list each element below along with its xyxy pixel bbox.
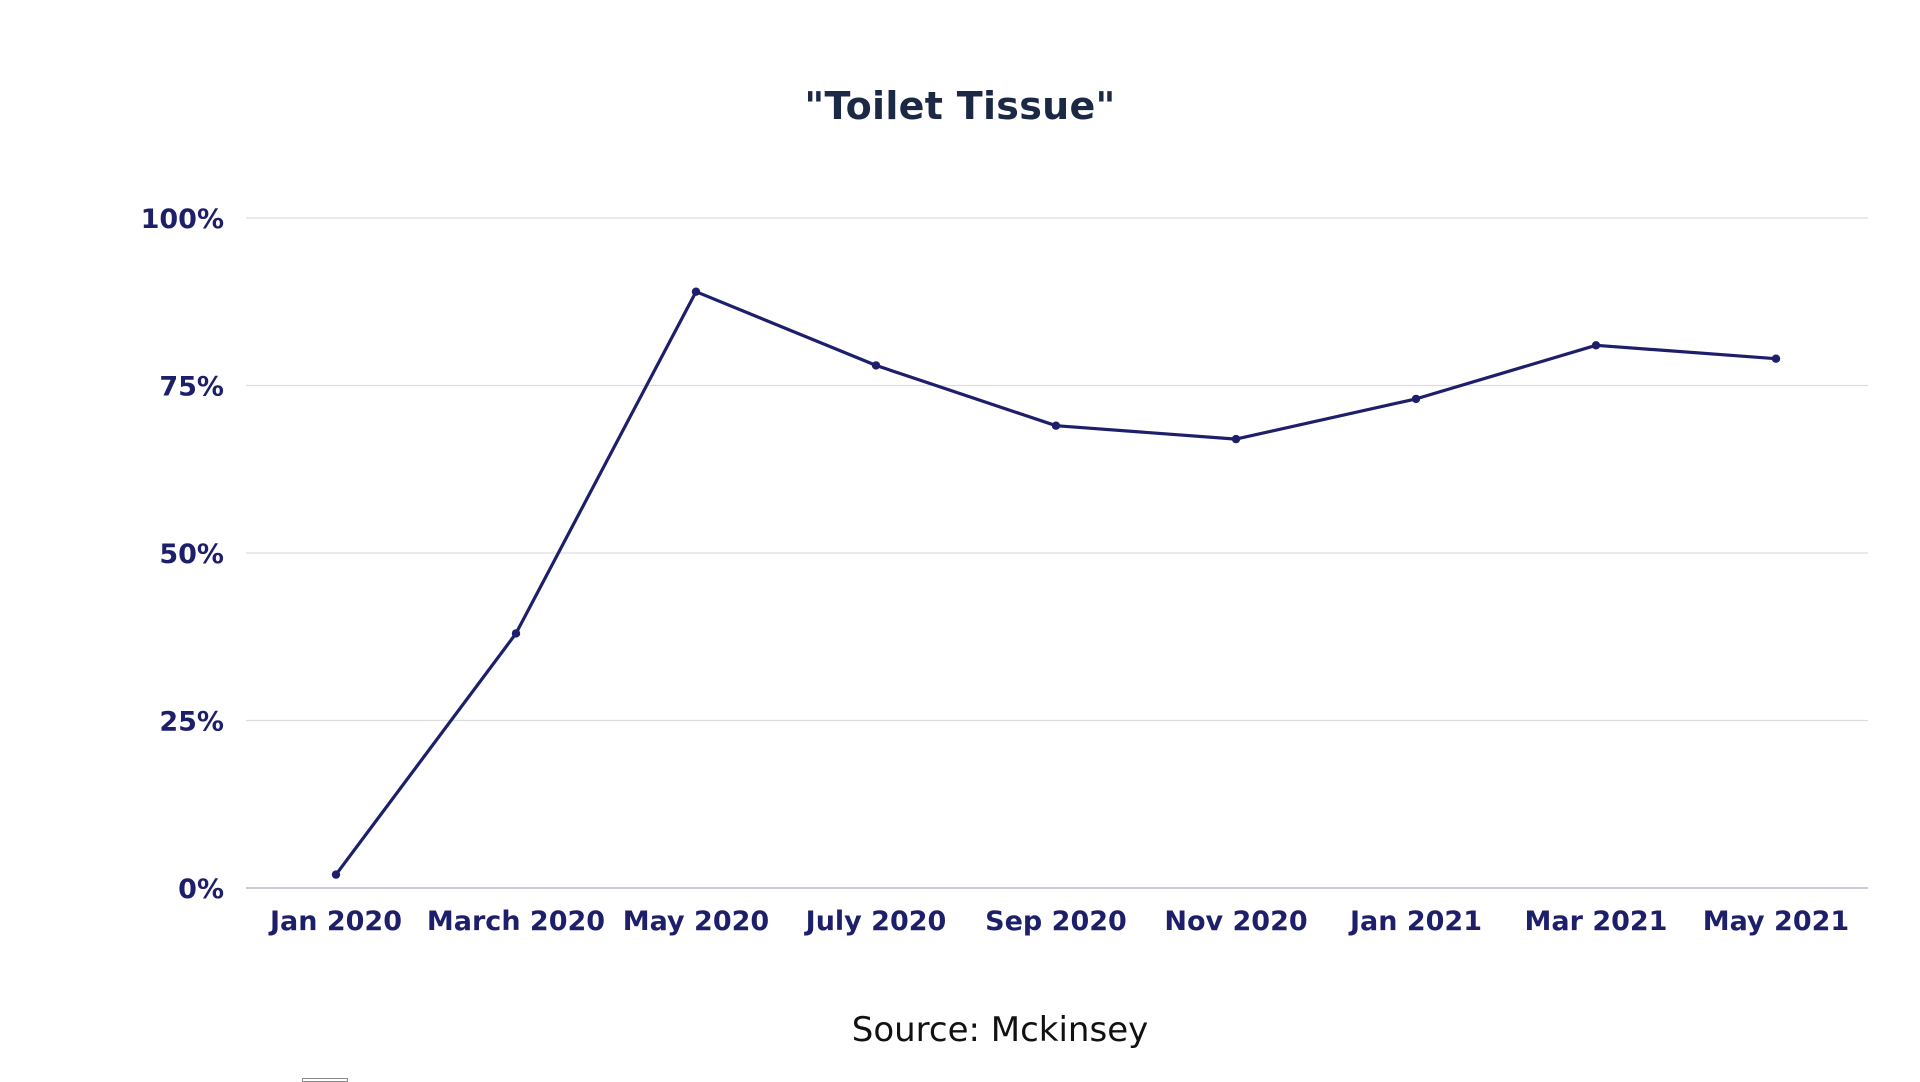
series-line xyxy=(334,290,1778,877)
x-tick-label: March 2020 xyxy=(427,906,605,937)
x-tick-label: Nov 2020 xyxy=(1164,906,1307,937)
data-point xyxy=(331,870,341,879)
y-tick-label: 25% xyxy=(159,707,224,738)
x-tick-label: May 2021 xyxy=(1703,906,1849,937)
data-point xyxy=(1231,434,1241,444)
chart-source: Source: Mckinsey xyxy=(851,1010,1149,1050)
chart-title: "Toilet Tissue" xyxy=(804,84,1116,128)
x-tick-label: Mar 2021 xyxy=(1525,906,1668,937)
y-tick-label: 100% xyxy=(141,204,224,235)
data-point xyxy=(1591,341,1601,350)
data-point xyxy=(1411,394,1421,404)
y-tick-label: 50% xyxy=(159,539,224,570)
x-tick-label: May 2020 xyxy=(623,906,769,937)
x-tick-label: Jan 2020 xyxy=(268,906,402,937)
x-tick-label: Sep 2020 xyxy=(985,906,1127,937)
y-tick-label: 0% xyxy=(178,874,224,905)
data-point xyxy=(511,629,521,638)
data-point xyxy=(691,287,701,296)
data-point xyxy=(1051,421,1061,430)
data-point xyxy=(871,361,881,370)
x-tick-label: Jan 2021 xyxy=(1348,906,1482,937)
legend-swatch xyxy=(302,1078,348,1082)
data-point xyxy=(1771,354,1781,363)
x-tick-label: July 2020 xyxy=(804,906,947,937)
y-tick-label: 75% xyxy=(159,372,224,403)
